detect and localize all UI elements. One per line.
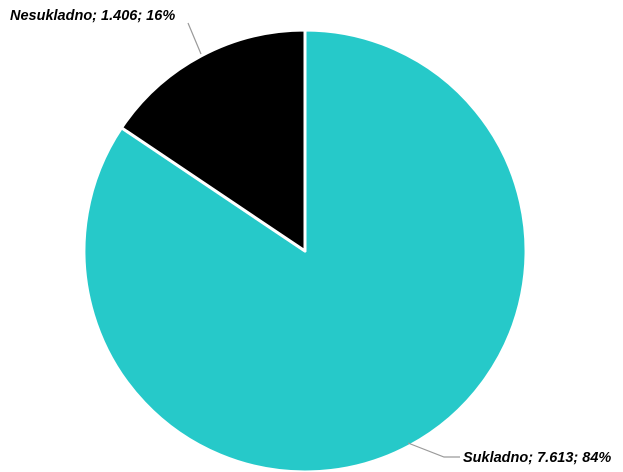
data-label-sukladno: Sukladno; 7.613; 84% bbox=[463, 450, 611, 466]
data-label-nesukladno: Nesukladno; 1.406; 16% bbox=[10, 8, 175, 24]
leader-line-nesukladno bbox=[187, 22, 202, 55]
leader-line-sukladno bbox=[407, 442, 460, 458]
pie-slices bbox=[82, 28, 528, 472]
pie-slice-nesukladno bbox=[120, 28, 307, 253]
